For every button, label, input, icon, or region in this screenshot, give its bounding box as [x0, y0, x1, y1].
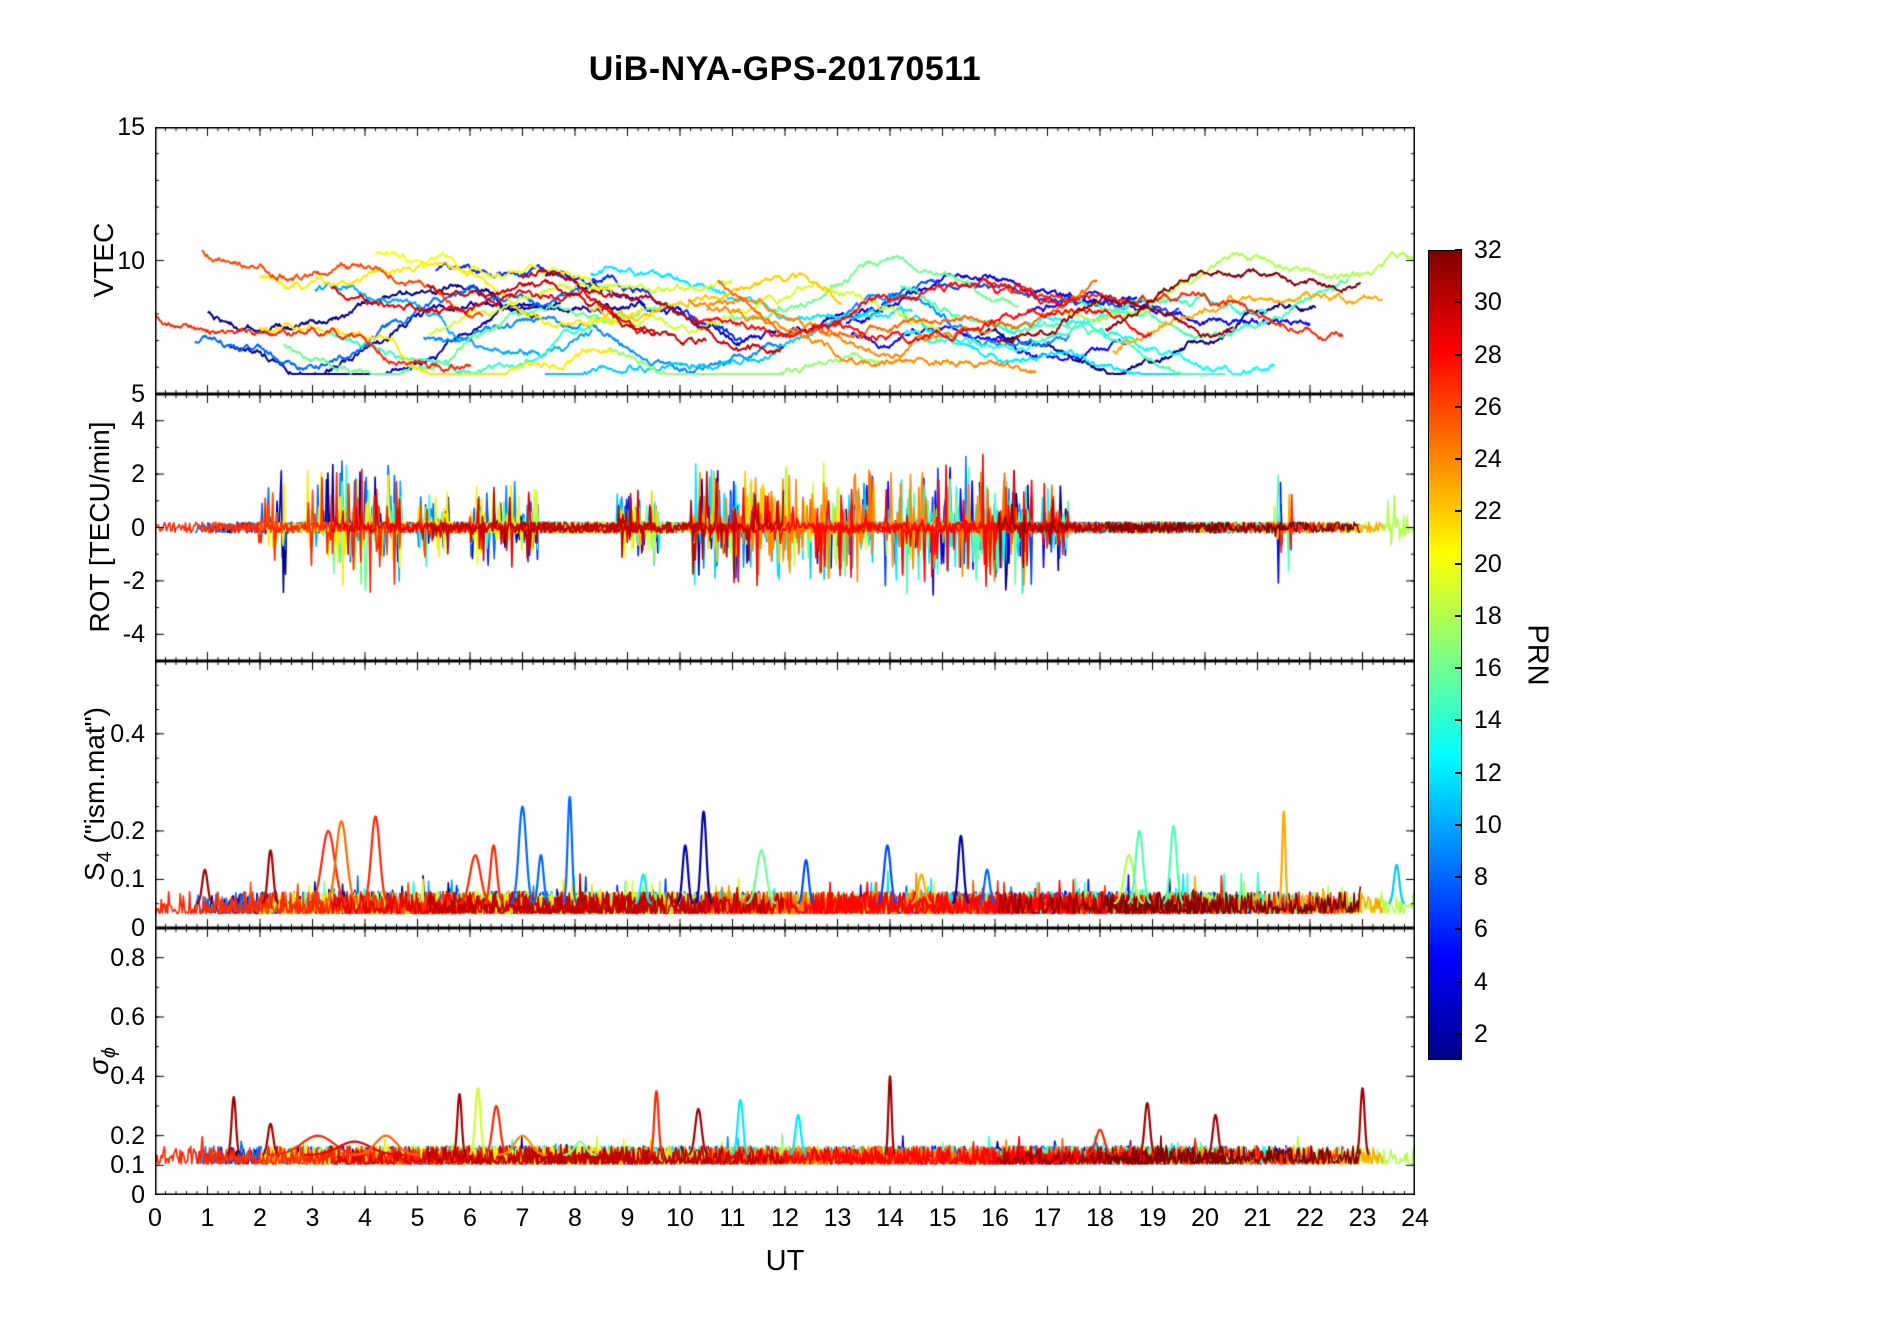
sigma-phi-plot-canvas [155, 928, 1415, 1195]
colorbar-tick-mark [1455, 667, 1462, 670]
y-tick-label-ROT-2: 2 [131, 460, 145, 489]
x-tick-label-14: 14 [876, 1204, 904, 1232]
colorbar-tick-label-24: 24 [1474, 445, 1502, 474]
x-tick-label-0: 0 [148, 1204, 162, 1232]
y-tick-label-ROT-4: 4 [131, 406, 145, 435]
x-tick-label-3: 3 [305, 1204, 320, 1232]
y-tick-label-ROT-0: 0 [131, 513, 145, 542]
x-tick-label-1: 1 [200, 1204, 215, 1232]
colorbar-tick-mark [1455, 876, 1462, 879]
colorbar-tick-label-12: 12 [1474, 758, 1502, 787]
colorbar-tick-mark [1455, 249, 1462, 251]
x-tick-label-18: 18 [1086, 1204, 1114, 1232]
colorbar-tick-mark [1455, 614, 1462, 617]
colorbar-tick-label-16: 16 [1474, 654, 1502, 683]
x-tick-label-13: 13 [823, 1204, 852, 1232]
colorbar-tick-mark [1455, 928, 1462, 931]
y-tick-label-S4-0.4: 0.4 [110, 719, 145, 748]
x-tick-label-22: 22 [1296, 1204, 1324, 1232]
x-axis-label: UT [765, 1245, 805, 1277]
y-tick-label-sigma_phi-0: 0 [131, 1181, 145, 1209]
colorbar-tick-mark [1455, 823, 1462, 826]
x-tick-label-20: 20 [1191, 1204, 1219, 1232]
colorbar-label: PRN [1521, 624, 1554, 686]
y-tick-label-sigma_phi-0.6: 0.6 [110, 1003, 145, 1031]
colorbar-tick-label-18: 18 [1474, 601, 1502, 630]
y-tick-label-sigma_phi-0.4: 0.4 [110, 1062, 145, 1091]
x-tick-label-23: 23 [1348, 1204, 1377, 1232]
x-tick-label-19: 19 [1138, 1204, 1167, 1232]
colorbar-tick-mark [1455, 510, 1462, 513]
x-tick-label-4: 4 [358, 1204, 372, 1232]
colorbar-tick-mark [1455, 562, 1462, 565]
colorbar-tick-label-4: 4 [1474, 967, 1488, 996]
colorbar-tick-label-32: 32 [1474, 236, 1502, 264]
colorbar-tick-label-2: 2 [1474, 1019, 1488, 1048]
y-tick-label-sigma_phi-0.2: 0.2 [110, 1121, 145, 1150]
y-tick-label-S4-0: 0 [131, 914, 145, 942]
x-tick-label-9: 9 [620, 1204, 635, 1232]
x-tick-label-16: 16 [981, 1204, 1009, 1232]
panel-vtec [155, 127, 1415, 394]
colorbar-tick-label-20: 20 [1474, 549, 1502, 578]
rot-plot-canvas [155, 394, 1415, 661]
y-tick-label-S4-0.1: 0.1 [110, 865, 145, 894]
colorbar-tick-label-6: 6 [1474, 915, 1488, 944]
x-tick-label-12: 12 [771, 1204, 799, 1232]
y-tick-label-S4-0.2: 0.2 [110, 816, 145, 845]
colorbar [1428, 250, 1462, 1060]
colorbar-tick-mark [1455, 353, 1462, 356]
colorbar-tick-label-10: 10 [1474, 810, 1502, 839]
colorbar-tick-mark [1455, 980, 1462, 983]
panel-s4 [155, 661, 1415, 928]
colorbar-tick-mark [1455, 301, 1462, 304]
vtec-plot-canvas [155, 127, 1415, 394]
x-tick-label-21: 21 [1243, 1204, 1272, 1232]
colorbar-tick-mark [1455, 405, 1462, 408]
s4-plot-canvas [155, 661, 1415, 928]
panel-sigma-phi [155, 928, 1415, 1195]
colorbar-tick-mark [1455, 458, 1462, 461]
colorbar-tick-mark [1455, 1032, 1462, 1035]
y-tick-label-ROT--2: -2 [122, 566, 145, 595]
x-tick-label-5: 5 [410, 1204, 425, 1232]
x-tick-label-6: 6 [463, 1204, 477, 1232]
colorbar-tick-mark [1455, 719, 1462, 722]
x-tick-label-24: 24 [1401, 1204, 1429, 1232]
x-tick-label-2: 2 [253, 1204, 267, 1232]
y-tick-label-sigma_phi-0.1: 0.1 [110, 1151, 145, 1180]
colorbar-tick-label-30: 30 [1474, 288, 1502, 317]
colorbar-tick-label-26: 26 [1474, 392, 1502, 421]
colorbar-tick-label-22: 22 [1474, 497, 1502, 526]
x-tick-label-7: 7 [515, 1204, 530, 1232]
y-tick-label-sigma_phi-0.8: 0.8 [110, 943, 145, 972]
y-axis-label-phi: ϕ [97, 1047, 120, 1059]
colorbar-tick-label-14: 14 [1474, 706, 1502, 735]
y-tick-label-VTEC-5: 5 [131, 380, 145, 408]
x-tick-label-11: 11 [719, 1204, 746, 1232]
y-tick-label-ROT--4: -4 [122, 620, 145, 649]
y-tick-label-VTEC-15: 15 [117, 113, 145, 141]
x-tick-label-10: 10 [666, 1204, 694, 1232]
panel-rot [155, 394, 1415, 661]
y-axis-label-s4-sub: 4 [93, 851, 116, 863]
colorbar-tick-mark [1455, 771, 1462, 774]
x-tick-label-15: 15 [928, 1204, 957, 1232]
colorbar-tick-label-8: 8 [1474, 863, 1488, 892]
colorbar-tick-label-28: 28 [1474, 340, 1502, 369]
x-tick-label-17: 17 [1033, 1204, 1062, 1232]
x-tick-label-8: 8 [568, 1204, 582, 1232]
y-tick-label-VTEC-10: 10 [117, 246, 145, 275]
chart-title: UiB-NYA-GPS-20170511 [588, 50, 982, 88]
